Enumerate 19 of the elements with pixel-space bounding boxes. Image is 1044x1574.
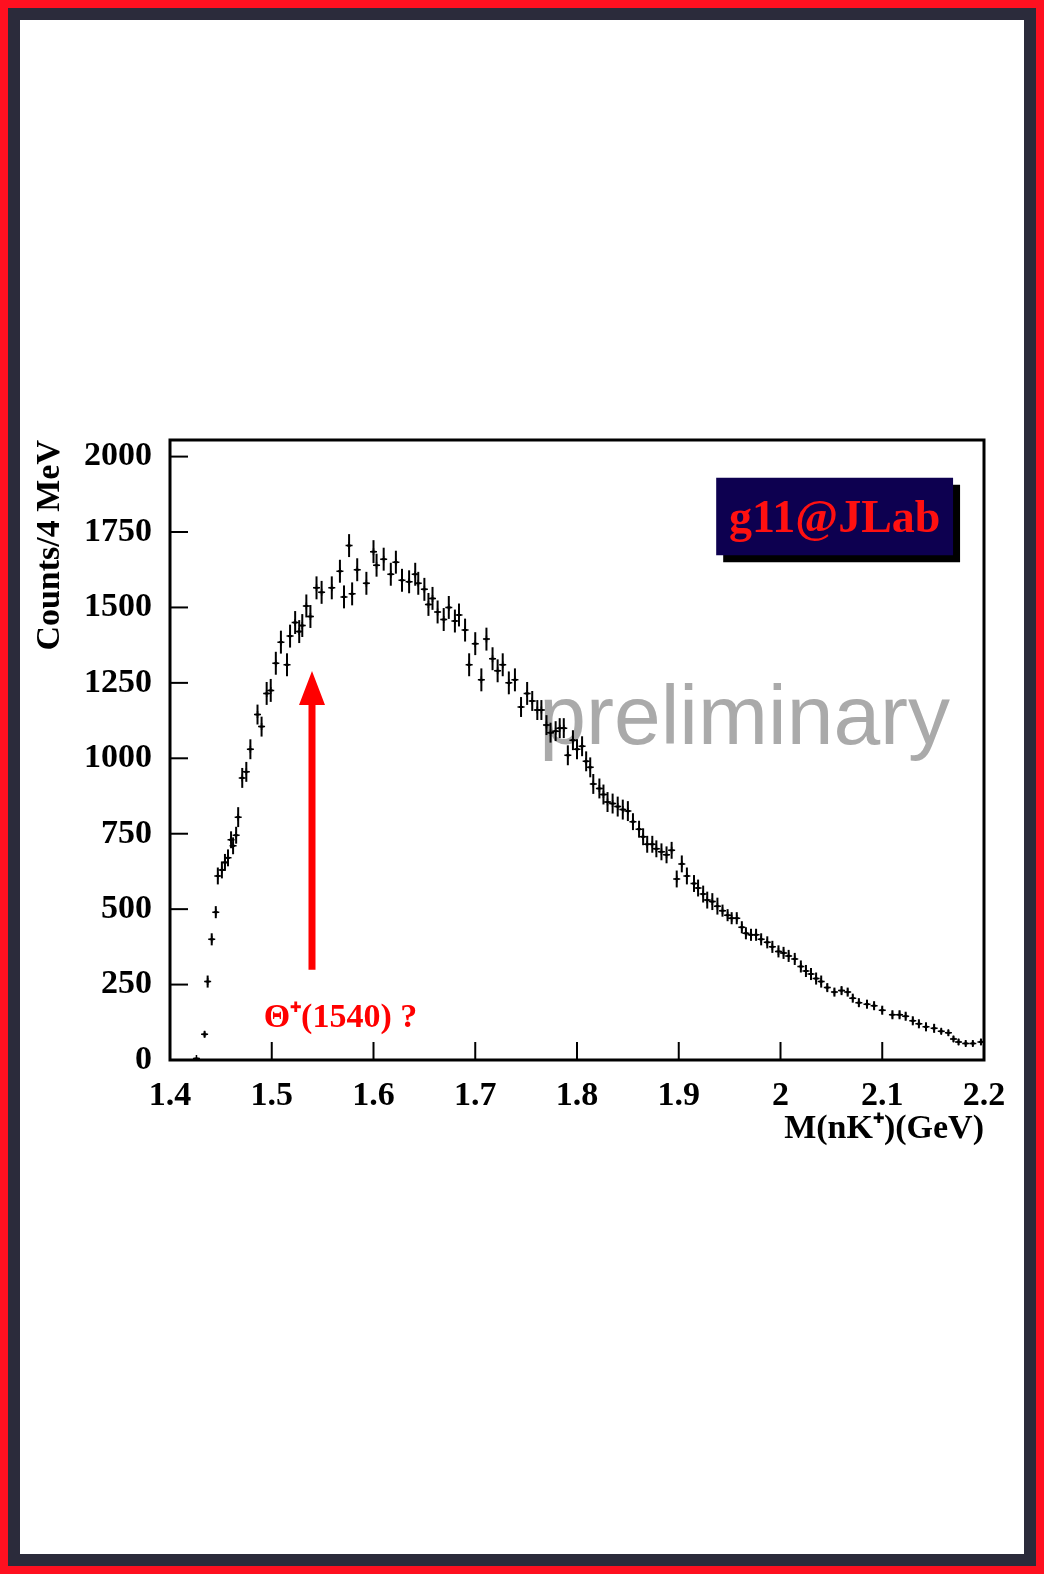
- x-tick-label: 1.5: [250, 1075, 293, 1113]
- x-tick-label: 1.6: [352, 1075, 395, 1113]
- x-tick-label: 1.8: [555, 1075, 599, 1113]
- y-tick-label: 250: [101, 963, 152, 1001]
- annotation: g11@JLab: [728, 491, 941, 543]
- y-tick-label: 1250: [84, 661, 152, 699]
- y-tick-label: 500: [101, 887, 152, 925]
- x-tick-label: 1.4: [148, 1075, 192, 1113]
- y-tick-label: 2000: [84, 435, 152, 473]
- annotation: preliminary: [539, 667, 951, 762]
- y-tick-label: 1500: [84, 586, 152, 624]
- y-axis-title: Counts/4 MeV: [29, 439, 67, 651]
- y-tick-label: 0: [135, 1038, 152, 1076]
- x-tick-label: 1.9: [657, 1075, 700, 1113]
- y-tick-label: 1750: [84, 510, 152, 548]
- y-tick-label: 750: [101, 812, 152, 850]
- x-tick-label: 1.7: [454, 1075, 497, 1113]
- annotation: Θ⁺(1540) ?: [263, 997, 418, 1036]
- y-tick-label: 1000: [84, 737, 152, 775]
